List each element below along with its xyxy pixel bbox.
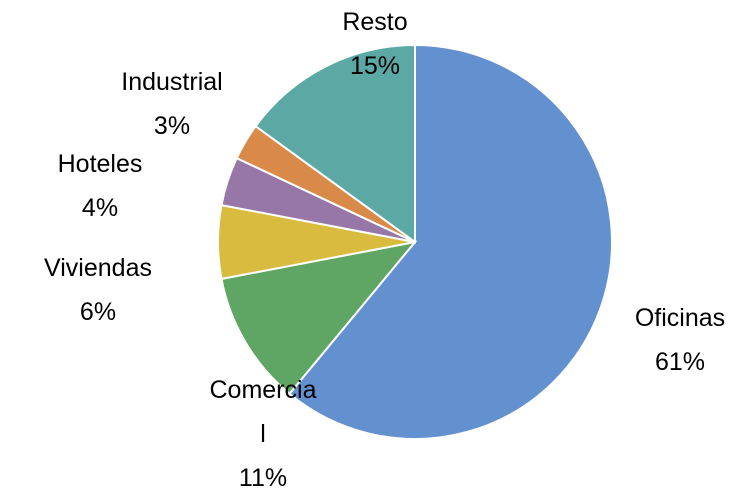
- value-label: 61%: [654, 348, 706, 376]
- category-label: Resto: [342, 8, 408, 36]
- category-label: Industrial: [121, 68, 223, 96]
- category-label: Comercial: [209, 376, 317, 448]
- slice-label: Resto 15%: [342, 0, 407, 88]
- value-label: 3%: [153, 112, 191, 140]
- slice-label: Industrial 3%: [121, 60, 222, 148]
- value-label: 11%: [238, 464, 288, 492]
- pie-slice: [220, 240, 418, 396]
- category-label: Oficinas: [634, 304, 726, 332]
- slice-label: Oficinas 61%: [635, 296, 725, 384]
- slice-label: Comercial 11%: [208, 368, 318, 493]
- value-label: 15%: [349, 52, 401, 80]
- pie-slice: [254, 43, 416, 244]
- slice-label: Viviendas 6%: [44, 246, 152, 334]
- category-label: Viviendas: [44, 254, 152, 282]
- category-label: Hoteles: [57, 150, 143, 178]
- value-label: 4%: [81, 194, 119, 222]
- value-label: 6%: [79, 298, 117, 326]
- pie-slice: [288, 43, 613, 440]
- slice-label: Hoteles 4%: [58, 142, 143, 230]
